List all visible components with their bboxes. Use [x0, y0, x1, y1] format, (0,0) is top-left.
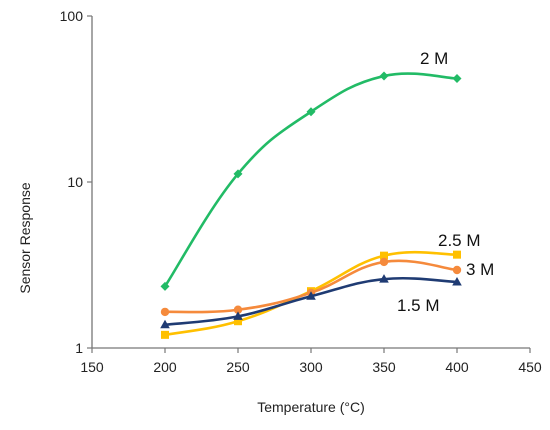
x-axis-title: Temperature (°C) — [257, 399, 365, 415]
data-point — [234, 317, 242, 326]
series-labels: 2 M 2.5 M 3 M 1.5 M — [397, 49, 494, 315]
series-label: 2.5 M — [438, 231, 481, 250]
data-point — [453, 250, 461, 259]
data-point — [160, 307, 170, 317]
data-point — [379, 257, 389, 267]
data-point — [379, 274, 389, 283]
series-label: 2 M — [420, 49, 448, 68]
series-line — [163, 72, 458, 288]
data-point — [379, 71, 389, 81]
data-point — [306, 291, 316, 300]
y-tick-label: 1 — [75, 340, 83, 356]
data-point — [452, 74, 462, 84]
data-point — [233, 311, 243, 320]
x-tick-label: 350 — [372, 359, 396, 375]
series-layer — [160, 71, 462, 339]
y-tick-label: 100 — [60, 8, 84, 24]
data-point — [306, 107, 316, 117]
series-label: 3 M — [466, 260, 494, 279]
x-tick-label: 400 — [445, 359, 469, 375]
x-tick-label: 300 — [299, 359, 323, 375]
data-point — [161, 330, 169, 339]
data-point — [380, 251, 388, 260]
y-tick-label: 10 — [67, 174, 83, 190]
series-label: 1.5 M — [397, 296, 440, 315]
series-1-5-m — [160, 274, 462, 329]
data-point — [452, 276, 462, 286]
x-tick-label: 450 — [518, 359, 542, 375]
data-point — [160, 319, 170, 329]
x-tick-label: 150 — [80, 359, 104, 375]
data-point — [160, 281, 170, 291]
x-tick-label: 200 — [153, 359, 177, 375]
y-axis-title: Sensor Response — [17, 182, 33, 294]
x-tick-label: 250 — [226, 359, 250, 375]
series-2-m — [160, 71, 462, 291]
data-point — [233, 305, 243, 314]
data-point — [452, 265, 462, 275]
data-point — [233, 169, 243, 179]
axes: 150 200 250 300 350 400 450 1 10 100 — [60, 8, 542, 375]
